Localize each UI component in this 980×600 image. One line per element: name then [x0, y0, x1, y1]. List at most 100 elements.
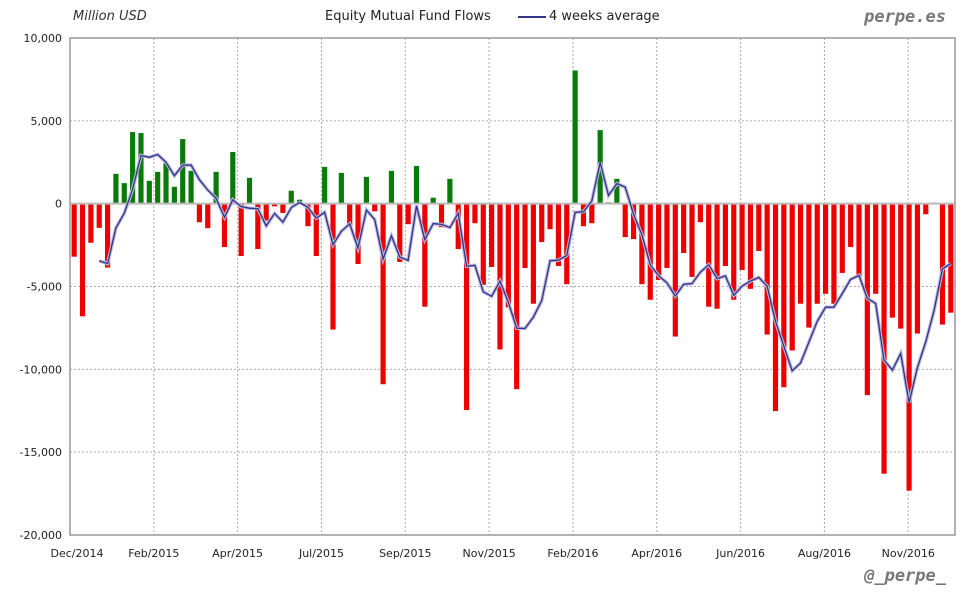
- bar: [96, 203, 102, 228]
- bar: [171, 186, 177, 204]
- bar: [447, 178, 453, 204]
- bar: [221, 203, 228, 248]
- bar: [756, 203, 762, 252]
- bar: [422, 203, 428, 307]
- bar: [589, 203, 595, 224]
- bar: [639, 203, 645, 285]
- bar: [522, 203, 528, 268]
- bar: [338, 172, 344, 204]
- bar: [539, 203, 545, 243]
- x-tick-label: Nov/2015: [463, 547, 516, 560]
- bar: [472, 203, 478, 224]
- y-tick-label: 0: [55, 198, 62, 211]
- bar: [79, 203, 86, 317]
- bar: [455, 203, 461, 250]
- bar: [706, 203, 712, 307]
- bar: [614, 178, 620, 204]
- bar: [305, 203, 311, 227]
- bar: [914, 203, 921, 334]
- bar: [747, 203, 754, 289]
- legend: 4 weeks average: [518, 9, 660, 24]
- bar: [906, 203, 912, 491]
- bar: [806, 203, 812, 328]
- bar: [739, 203, 745, 270]
- bar: [288, 190, 294, 204]
- bar: [413, 165, 420, 204]
- bar: [322, 166, 328, 204]
- bar: [580, 203, 587, 227]
- bar: [547, 203, 553, 230]
- x-tick-label: Apr/2015: [212, 547, 263, 560]
- bar: [213, 171, 219, 204]
- bar: [656, 203, 662, 280]
- bar: [681, 203, 687, 254]
- bar: [714, 203, 720, 309]
- bar: [255, 203, 261, 250]
- y-axis-unit-label: Million USD: [73, 9, 147, 24]
- x-tick-label: Feb/2016: [547, 547, 598, 560]
- bar: [948, 203, 954, 313]
- bar: [789, 203, 795, 351]
- y-tick-label: 10,000: [24, 32, 63, 45]
- bar: [622, 203, 628, 238]
- y-tick-label: -5,000: [27, 281, 62, 294]
- bar: [280, 203, 286, 213]
- bar: [71, 203, 77, 257]
- bar: [347, 203, 353, 227]
- bar: [205, 203, 211, 229]
- bar: [731, 203, 737, 300]
- bar: [88, 203, 94, 243]
- bar: [689, 203, 695, 277]
- bar: [196, 203, 202, 223]
- bar: [647, 203, 653, 300]
- bar: [438, 203, 445, 228]
- bar: [764, 203, 770, 335]
- bar: [146, 180, 152, 204]
- bar: [848, 203, 854, 248]
- bar: [180, 139, 186, 204]
- bar: [405, 203, 411, 225]
- x-tick-label: Apr/2016: [631, 547, 682, 560]
- bar: [781, 203, 787, 388]
- bar: [104, 203, 111, 268]
- bar: [380, 203, 386, 385]
- bar: [839, 203, 845, 273]
- bar: [355, 203, 361, 264]
- bar: [572, 70, 578, 204]
- bar: [163, 163, 169, 204]
- bar: [363, 176, 369, 204]
- bar: [130, 132, 136, 204]
- bar: [271, 203, 278, 207]
- bar: [330, 203, 336, 330]
- bar: [923, 203, 929, 215]
- y-tick-label: -15,000: [20, 446, 62, 459]
- bar: [814, 203, 820, 304]
- y-tick-label: -20,000: [20, 529, 62, 542]
- bar: [856, 203, 862, 278]
- x-tick-label: Dec/2014: [51, 547, 104, 560]
- bar: [188, 170, 194, 204]
- bar: [372, 203, 378, 212]
- y-tick-label: -10,000: [20, 363, 62, 376]
- bar: [313, 203, 319, 257]
- chart-title: Equity Mutual Fund Flows: [325, 9, 491, 24]
- bar: [397, 203, 403, 262]
- bar: [555, 203, 562, 266]
- bar: [497, 203, 503, 350]
- bar: [388, 170, 395, 204]
- bar: [238, 203, 244, 257]
- bar: [113, 173, 119, 204]
- bar: [246, 177, 253, 204]
- bar: [672, 203, 678, 337]
- bar: [722, 203, 728, 266]
- bar: [772, 203, 779, 412]
- bar: [155, 171, 161, 204]
- x-tick-label: Nov/2016: [882, 547, 935, 560]
- y-tick-label: 5,000: [31, 115, 63, 128]
- bar: [138, 133, 144, 204]
- bar: [881, 203, 887, 474]
- bar: [630, 203, 637, 240]
- bar: [564, 203, 570, 285]
